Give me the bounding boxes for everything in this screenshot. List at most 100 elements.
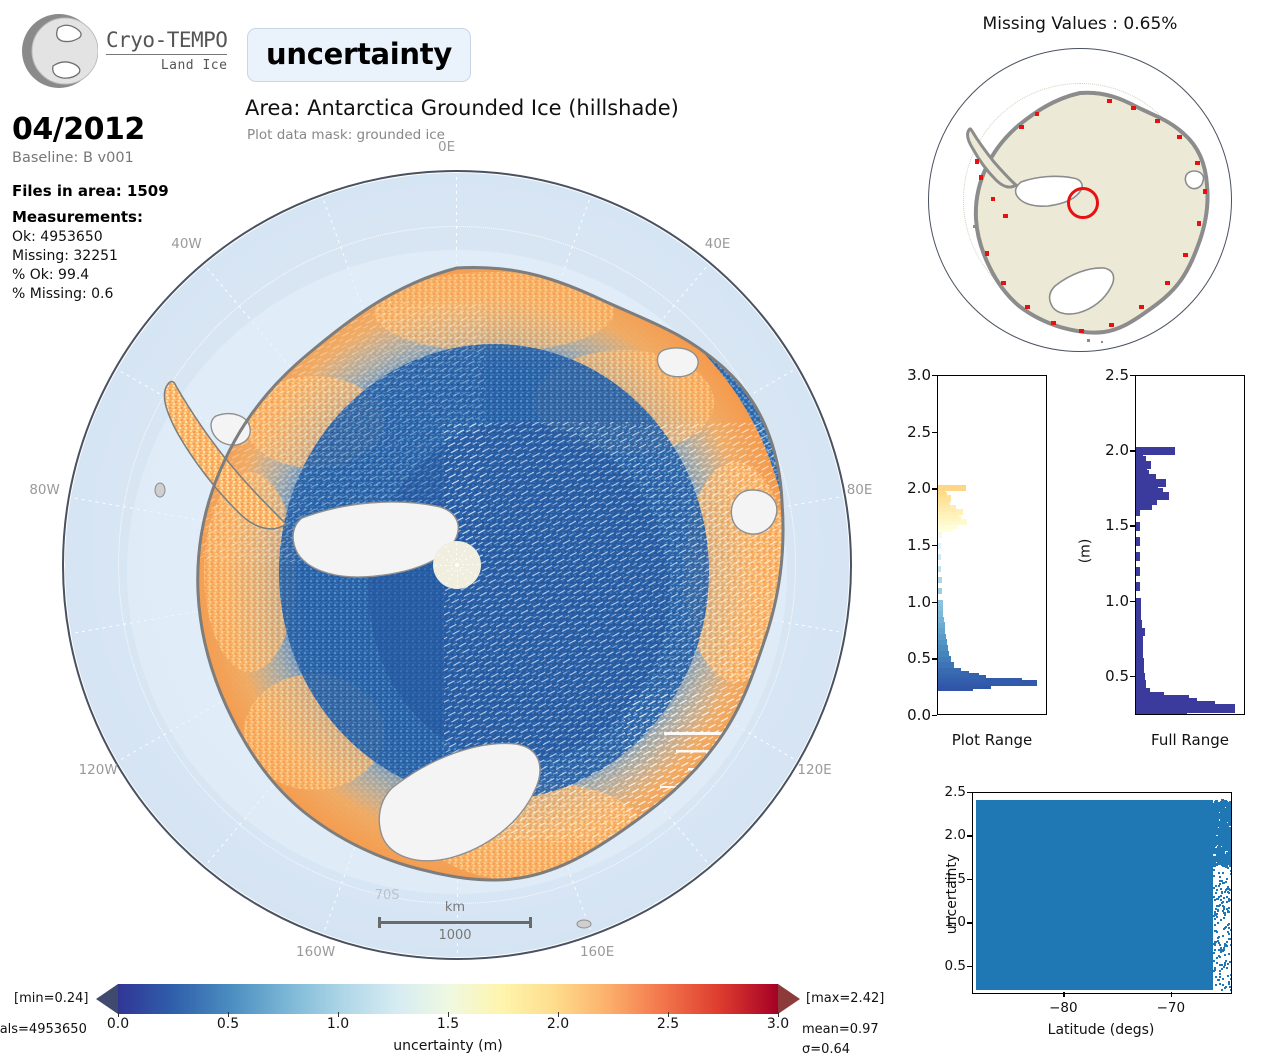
histogram-bar: [938, 610, 944, 618]
histogram-bar: [1136, 469, 1150, 478]
scatter-point: [1218, 861, 1222, 865]
plot-range-caption: Plot Range: [951, 731, 1033, 749]
scatter-axes: [972, 792, 1232, 994]
scatter-point: [1218, 822, 1222, 826]
scatter-point: [1223, 854, 1227, 858]
measurement-line: % Missing: 0.6: [12, 286, 114, 302]
scatter-point: [1213, 898, 1216, 901]
scatter-point: [1220, 843, 1224, 847]
missing-values-map: Missing Values : 0.65%: [900, 14, 1260, 354]
scatter-point: [1218, 836, 1222, 840]
missing-values-title: Missing Values : 0.65%: [982, 14, 1178, 34]
scatter-point: [1228, 899, 1231, 902]
scatter-point: [1223, 966, 1226, 969]
histogram-bar: [938, 531, 943, 538]
scatter-point: [1212, 869, 1215, 872]
full-range-histogram: Full Range: [1135, 375, 1245, 749]
scatter-point: [1227, 819, 1231, 823]
scatter-y-tickmark: [967, 922, 972, 924]
scatter-point: [1223, 963, 1226, 966]
logo-title: Cryo-TEMPO: [106, 28, 228, 55]
scatter-point: [1212, 960, 1215, 963]
scatter-point: [1221, 803, 1225, 807]
scatter-point: [1215, 864, 1218, 867]
histogram-tickmark: [932, 601, 937, 603]
full-range-caption: Full Range: [1151, 731, 1229, 749]
scatter-x-tick-label: −80: [1049, 1000, 1078, 1016]
scatter-ylabel: uncertainty: [944, 853, 960, 935]
scatter-point: [1214, 816, 1218, 820]
histogram-bar: [1136, 552, 1140, 561]
histogram-tick-label: 2.5: [907, 422, 931, 441]
scatter-point: [1217, 954, 1220, 957]
histogram-bar: [938, 498, 949, 505]
scatter-point: [1220, 891, 1223, 894]
histogram-bar: [938, 522, 958, 529]
scatter-point: [1215, 819, 1219, 823]
scatter-point: [1226, 813, 1230, 817]
histogram-bar: [1136, 680, 1147, 689]
scatter-point: [1215, 975, 1218, 978]
globe-icon: [22, 14, 98, 88]
histogram-bar: [938, 519, 967, 526]
scatter-point: [1214, 923, 1217, 926]
brand-logo: Cryo-TEMPO Land Ice: [14, 8, 234, 94]
scatter-point: [1221, 820, 1225, 824]
histogram-bar: [938, 605, 944, 612]
missing-values-disc: [928, 48, 1232, 352]
scatter-point: [1230, 983, 1231, 986]
histogram-bar: [938, 627, 946, 635]
scatter-y-tick-label: 0.5: [944, 957, 966, 974]
colorbar-tickmark: [448, 1012, 449, 1017]
histogram-bar: [1136, 451, 1144, 460]
scatter-point: [1231, 866, 1232, 868]
scatter-point: [1225, 881, 1228, 884]
pole-hole-spoke: [457, 564, 481, 565]
scatter-point: [1219, 982, 1222, 985]
colorbar-nvals-label: vals=4953650: [0, 1022, 87, 1037]
scatter-point: [1215, 984, 1218, 987]
scatter-point: [1213, 820, 1217, 824]
scatter-point: [1214, 968, 1217, 971]
scatter-point: [1226, 877, 1229, 880]
scatter-point: [1223, 953, 1226, 956]
scatter-point: [1213, 827, 1217, 831]
histogram-tick-label: 0.5: [907, 649, 931, 668]
colorbar-axis-label: uncertainty (m): [393, 1038, 503, 1054]
scatter-point: [1220, 964, 1223, 967]
parameter-badge: uncertainty: [247, 28, 471, 82]
scatter-point: [1220, 840, 1224, 844]
colorbar-tickmark: [668, 1012, 669, 1017]
longitude-label: 80W: [29, 481, 60, 498]
scatter-point: [1214, 862, 1217, 865]
scatter-point: [1219, 969, 1222, 972]
colorbar-tickmark: [228, 1012, 229, 1017]
scatter-point: [1228, 845, 1231, 849]
scatter-point: [1223, 908, 1226, 911]
scatter-point: [1227, 885, 1230, 888]
scatter-point: [1222, 801, 1226, 805]
scatter-point: [1214, 858, 1218, 862]
histogram-bar: [1136, 501, 1153, 510]
scatter-point: [1215, 889, 1218, 892]
scatter-point: [1222, 848, 1226, 852]
scatter-point: [1230, 978, 1231, 981]
scatter-point: [1226, 818, 1229, 822]
scatter-point: [1217, 829, 1221, 833]
scatter-point: [1219, 805, 1222, 808]
scatter-point: [1227, 983, 1230, 986]
scatter-point: [1218, 871, 1221, 874]
scatter-point: [1222, 900, 1225, 903]
scatter-point: [1227, 860, 1231, 864]
scatter-point: [1226, 941, 1229, 944]
scatter-point: [1221, 815, 1225, 819]
scatter-point: [1212, 863, 1216, 867]
scatter-point: [1213, 912, 1216, 915]
scatter-point: [1213, 943, 1216, 946]
colorbar-tick-label: 3.0: [766, 1016, 790, 1032]
histogram-bar: [938, 576, 942, 584]
scatter-point: [1224, 804, 1228, 808]
scatter-point: [1219, 955, 1222, 958]
scatter-point: [1228, 817, 1231, 821]
scatter-point: [1230, 925, 1231, 928]
